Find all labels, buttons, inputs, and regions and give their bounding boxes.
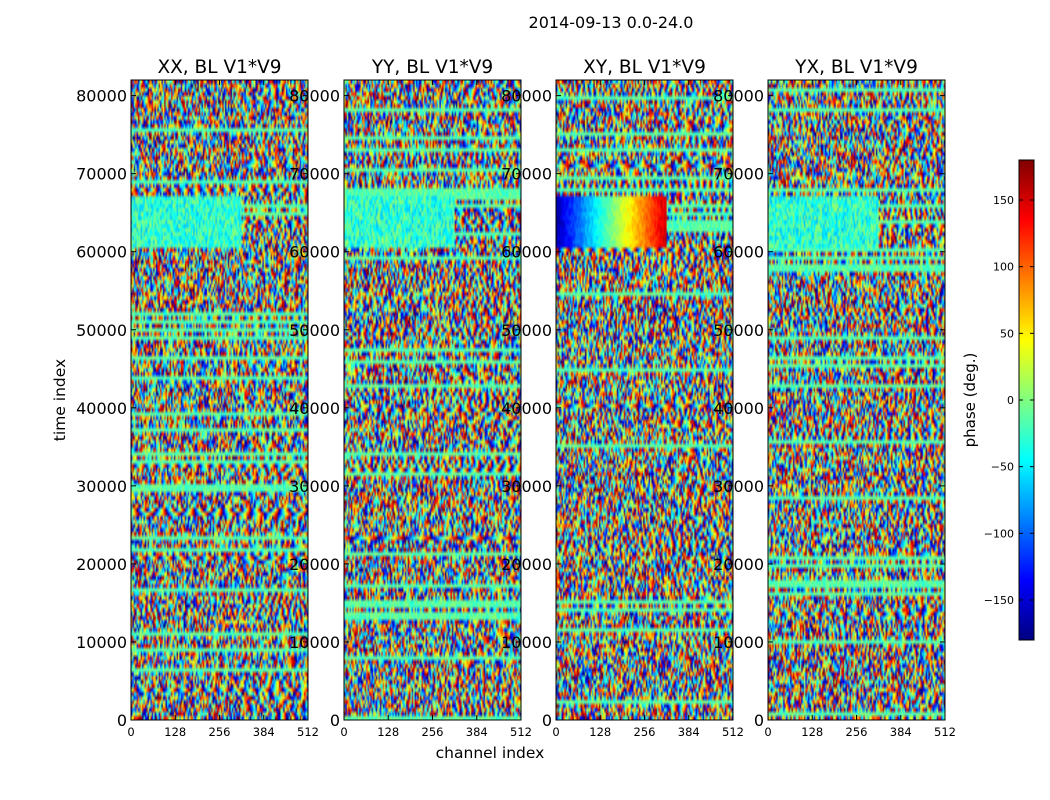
y-tick-label: 70000 xyxy=(76,165,127,184)
y-tick-label: 0 xyxy=(330,711,340,730)
x-tick-label: 512 xyxy=(510,725,532,739)
y-tick-label: 30000 xyxy=(76,477,127,496)
x-tick-label: 256 xyxy=(634,725,656,739)
panel-title: XX, BL V1*V9 xyxy=(157,57,281,78)
panel-title: XY, BL V1*V9 xyxy=(583,57,706,78)
colorbar-tick-label: −100 xyxy=(984,527,1014,540)
y-tick-label: 10000 xyxy=(76,633,127,652)
colorbar-label: phase (deg.) xyxy=(961,353,979,448)
y-tick-label: 20000 xyxy=(713,555,764,574)
x-tick-label: 128 xyxy=(589,725,611,739)
y-tick-label: 20000 xyxy=(76,555,127,574)
figure-suptitle: 2014-09-13 0.0-24.0 xyxy=(529,13,694,32)
panels: XX, BL V1*V9 0 10000 20000 30000 40000 50000 60… xyxy=(76,57,956,739)
x-tick-label: 256 xyxy=(209,725,231,739)
y-tick-label: 20000 xyxy=(289,555,340,574)
heatmap-image-1 xyxy=(344,80,521,720)
y-tick-label: 80000 xyxy=(76,87,127,106)
colorbar-tick-label: 0 xyxy=(1007,394,1014,407)
x-tick-label: 512 xyxy=(934,725,956,739)
x-tick-label: 0 xyxy=(552,725,559,739)
panel-1: YY, BL V1*V9 0 10000 20000 30000 40000 50000 60… xyxy=(289,57,532,739)
x-tick-label: 256 xyxy=(846,725,868,739)
x-tick-label: 0 xyxy=(764,725,771,739)
y-tick-label: 70000 xyxy=(713,165,764,184)
y-tick-label: 50000 xyxy=(289,321,340,340)
y-axis-label: time index xyxy=(51,359,69,441)
x-tick-label: 384 xyxy=(678,725,700,739)
y-tick-label: 40000 xyxy=(501,399,552,418)
x-tick-label: 0 xyxy=(340,725,347,739)
x-tick-label: 512 xyxy=(722,725,744,739)
y-tick-label: 0 xyxy=(754,711,764,730)
y-tick-label: 50000 xyxy=(713,321,764,340)
y-tick-label: 40000 xyxy=(76,399,127,418)
y-tick-label: 80000 xyxy=(713,87,764,106)
x-tick-label: 384 xyxy=(466,725,488,739)
panel-title: YY, BL V1*V9 xyxy=(371,57,493,78)
y-tick-label: 10000 xyxy=(713,633,764,652)
colorbar-tick-label: 150 xyxy=(993,194,1014,207)
y-tick-label: 50000 xyxy=(76,321,127,340)
x-tick-label: 384 xyxy=(890,725,912,739)
colorbar-tick-label: −150 xyxy=(984,594,1014,607)
heatmap-image-2 xyxy=(556,80,733,720)
colorbar: −150 −100 −50 0 50 100 150 xyxy=(984,159,1035,641)
y-tick-label: 70000 xyxy=(289,165,340,184)
x-tick-label: 0 xyxy=(127,725,134,739)
y-tick-label: 0 xyxy=(542,711,552,730)
panel-3: YX, BL V1*V9 0 10000 20000 30000 40000 50000 60… xyxy=(713,57,956,739)
panel-0: XX, BL V1*V9 0 10000 20000 30000 40000 50000 60… xyxy=(76,57,319,739)
y-tick-label: 70000 xyxy=(501,165,552,184)
y-tick-label: 30000 xyxy=(501,477,552,496)
heatmap-image-3 xyxy=(768,80,945,720)
y-tick-label: 60000 xyxy=(713,243,764,262)
x-tick-label: 256 xyxy=(422,725,444,739)
x-tick-label: 384 xyxy=(253,725,275,739)
x-tick-label: 128 xyxy=(164,725,186,739)
y-tick-label: 60000 xyxy=(76,243,127,262)
y-tick-label: 0 xyxy=(117,711,127,730)
panel-2: XY, BL V1*V9 0 10000 20000 30000 40000 50000 60… xyxy=(501,57,744,739)
colorbar-tick-label: 100 xyxy=(993,261,1014,274)
y-tick-label: 80000 xyxy=(289,87,340,106)
y-tick-label: 60000 xyxy=(501,243,552,262)
y-tick-label: 10000 xyxy=(289,633,340,652)
y-tick-label: 50000 xyxy=(501,321,552,340)
colorbar-tick-label: −50 xyxy=(991,461,1014,474)
y-tick-label: 10000 xyxy=(501,633,552,652)
y-tick-label: 30000 xyxy=(713,477,764,496)
y-tick-label: 30000 xyxy=(289,477,340,496)
y-tick-label: 40000 xyxy=(289,399,340,418)
y-tick-label: 60000 xyxy=(289,243,340,262)
x-tick-label: 128 xyxy=(801,725,823,739)
heatmap-image-0 xyxy=(131,80,308,720)
y-tick-label: 40000 xyxy=(713,399,764,418)
colorbar-tick-label: 50 xyxy=(1000,327,1014,340)
x-tick-label: 512 xyxy=(297,725,319,739)
panel-title: YX, BL V1*V9 xyxy=(794,57,918,78)
x-axis-label: channel index xyxy=(436,744,545,762)
x-tick-label: 128 xyxy=(377,725,399,739)
y-tick-label: 20000 xyxy=(501,555,552,574)
y-tick-label: 80000 xyxy=(501,87,552,106)
